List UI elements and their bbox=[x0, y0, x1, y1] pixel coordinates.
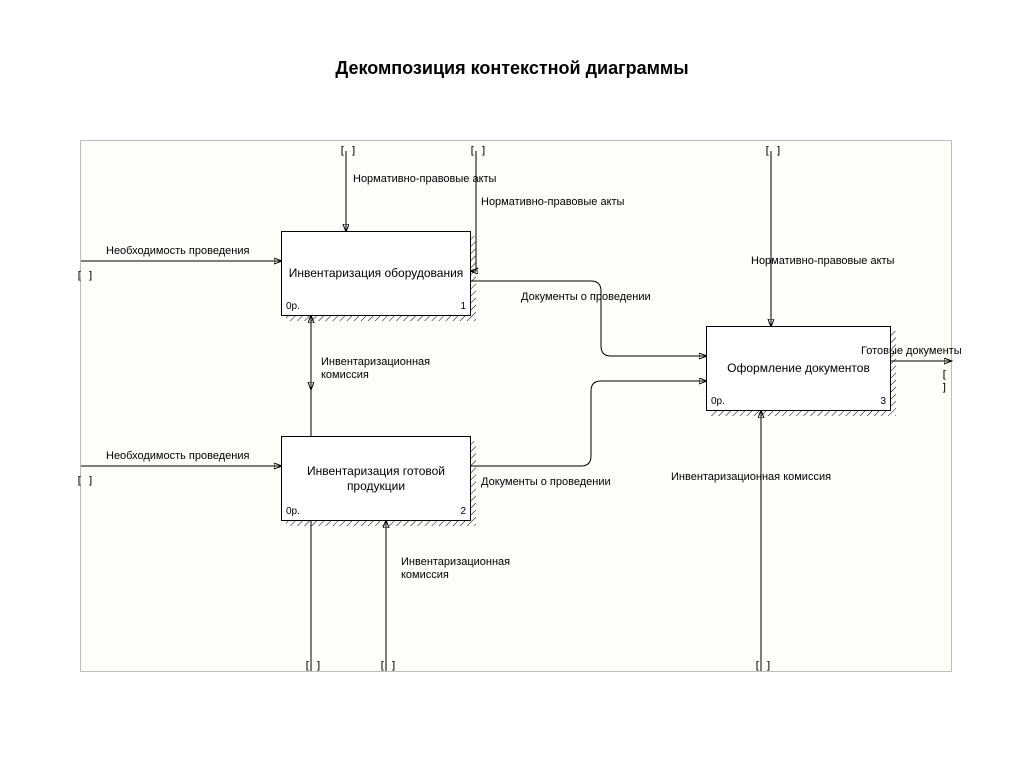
edge-label-mid2: Документы о проведении bbox=[481, 476, 611, 489]
edge-label-out: Готовые документы bbox=[861, 345, 962, 358]
node-box: Инвентаризация оборудования0р.1 bbox=[281, 231, 471, 316]
edge-label-top1: Нормативно-правовые акты bbox=[353, 173, 496, 186]
edge-9 bbox=[471, 381, 706, 466]
page-title: Декомпозиция контекстной диаграммы bbox=[0, 58, 1024, 79]
tunnel-marker: [ ] bbox=[941, 368, 951, 394]
edge-label-mech2: Инвентаризационнаякомиссия bbox=[401, 556, 531, 582]
tunnel-marker: [ ] bbox=[76, 269, 93, 282]
node-n2: Инвентаризация готовой продукции0р.2 bbox=[281, 436, 471, 521]
node-corner-left: 0р. bbox=[286, 506, 300, 519]
edge-label-mid1: Документы о проведении bbox=[521, 291, 651, 304]
tunnel-marker: [ ] bbox=[754, 659, 771, 672]
node-box: Оформление документов0р.3 bbox=[706, 326, 891, 411]
node-corner-right: 3 bbox=[880, 396, 886, 409]
edge-label-in1: Необходимость проведения bbox=[106, 245, 249, 258]
node-corner-left: 0р. bbox=[286, 301, 300, 314]
edge-label-top2: Нормативно-правовые акты bbox=[481, 196, 624, 209]
edge-label-top3: Нормативно-правовые акты bbox=[751, 255, 894, 268]
edge-label-mech3: Инвентаризационная комиссия bbox=[671, 471, 831, 484]
tunnel-marker: [ ] bbox=[304, 659, 321, 672]
tunnel-marker: [ ] bbox=[469, 144, 486, 157]
node-corner-right: 2 bbox=[460, 506, 466, 519]
node-corner-left: 0р. bbox=[711, 396, 725, 409]
diagram-canvas: Инвентаризация оборудования0р.1Инвентари… bbox=[80, 140, 952, 672]
node-n1: Инвентаризация оборудования0р.1 bbox=[281, 231, 471, 316]
tunnel-marker: [ ] bbox=[379, 659, 396, 672]
edge-label-mech1: Инвентаризационнаякомиссия bbox=[321, 356, 451, 382]
node-box: Инвентаризация готовой продукции0р.2 bbox=[281, 436, 471, 521]
tunnel-marker: [ ] bbox=[339, 144, 356, 157]
node-corner-right: 1 bbox=[460, 301, 466, 314]
tunnel-marker: [ ] bbox=[764, 144, 781, 157]
edge-label-in2: Необходимость проведения bbox=[106, 450, 249, 463]
node-n3: Оформление документов0р.3 bbox=[706, 326, 891, 411]
tunnel-marker: [ ] bbox=[76, 474, 93, 487]
